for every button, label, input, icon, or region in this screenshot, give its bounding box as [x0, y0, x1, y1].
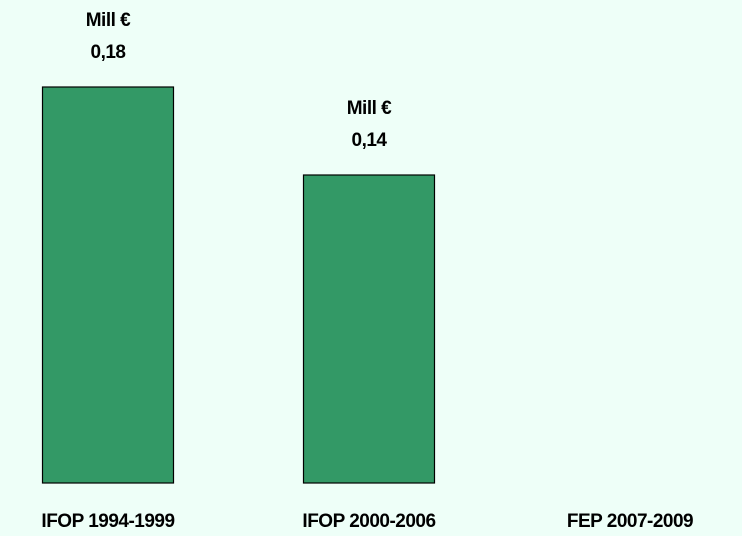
bar: [41, 86, 175, 484]
value-unit-label: Mill €: [347, 98, 392, 119]
value-label: 0,18: [91, 42, 126, 63]
x-tick-label: IFOP 1994-1999: [41, 511, 174, 532]
x-tick-label: FEP 2007-2009: [567, 511, 693, 532]
bar: [302, 174, 436, 484]
value-unit-label: Mill €: [86, 10, 131, 31]
x-tick-label: IFOP 2000-2006: [302, 511, 435, 532]
value-label: 0,14: [352, 130, 388, 151]
